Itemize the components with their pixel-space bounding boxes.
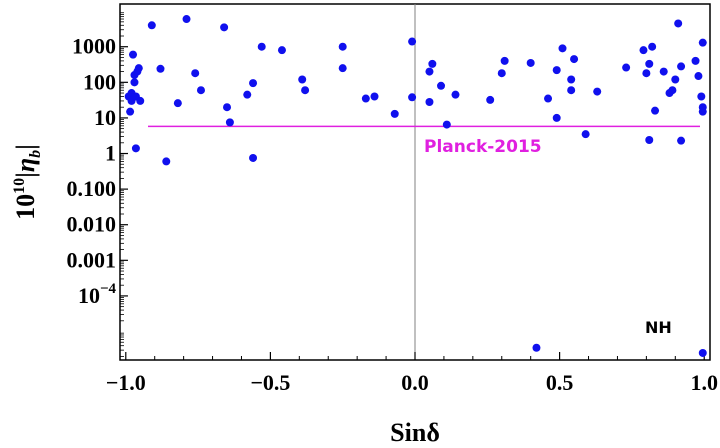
- data-point: [196, 86, 205, 95]
- data-point: [659, 67, 668, 76]
- y-axis-title-close: |: [11, 144, 40, 150]
- y-tick-label: 1: [105, 141, 116, 166]
- x-tick-label: 1.0: [690, 370, 718, 395]
- y-tick-sci-power: −4: [100, 281, 117, 297]
- data-point: [134, 64, 143, 73]
- data-point: [697, 92, 706, 101]
- data-point: [249, 153, 258, 162]
- y-tick-label-sci: 10−4: [78, 281, 117, 308]
- data-point: [671, 75, 680, 84]
- data-point: [425, 98, 434, 107]
- data-point: [451, 90, 460, 99]
- data-point: [130, 78, 139, 87]
- y-tick-label: 0.100: [67, 176, 117, 201]
- data-point: [425, 67, 434, 76]
- data-point: [173, 99, 182, 108]
- data-point: [437, 81, 446, 90]
- data-point: [648, 42, 657, 51]
- y-axis-title: 1010|ηb|: [11, 144, 44, 220]
- data-point: [243, 90, 252, 99]
- planck-label: Planck-2015: [424, 137, 542, 157]
- y-axis-title-exp: 10: [11, 178, 28, 194]
- data-point: [645, 135, 654, 144]
- data-point: [651, 106, 660, 115]
- data-point: [558, 44, 567, 53]
- data-point: [698, 107, 707, 116]
- data-point: [129, 50, 138, 59]
- data-point: [162, 157, 171, 166]
- data-points: [124, 15, 707, 357]
- y-axis-title-base: 10: [11, 194, 40, 220]
- data-point: [674, 19, 683, 28]
- data-point: [698, 38, 707, 47]
- data-point: [532, 343, 541, 352]
- data-point: [691, 56, 700, 65]
- data-point: [223, 103, 232, 112]
- data-point: [257, 42, 266, 51]
- data-point: [277, 46, 286, 55]
- data-point: [338, 42, 347, 51]
- data-point: [645, 59, 654, 68]
- data-point: [622, 63, 631, 72]
- data-point: [361, 94, 370, 103]
- data-point: [249, 79, 258, 88]
- x-tick-label: 0.5: [546, 370, 574, 395]
- data-point: [301, 86, 310, 95]
- data-point: [581, 130, 590, 139]
- data-point: [156, 64, 165, 73]
- data-point: [147, 21, 156, 30]
- data-point: [497, 69, 506, 78]
- y-axis-title-rest: |: [11, 172, 40, 178]
- data-point: [408, 93, 417, 102]
- y-tick-label: 1000: [72, 34, 116, 59]
- y-tick-label: 0.001: [67, 247, 117, 272]
- data-point: [442, 120, 451, 129]
- data-point: [220, 23, 229, 32]
- y-axis-title-sub: b: [27, 150, 44, 158]
- data-point: [642, 69, 651, 78]
- nh-label: NH: [645, 318, 672, 337]
- data-point: [338, 64, 347, 73]
- data-point: [639, 46, 648, 55]
- y-tick-label: 0.010: [67, 212, 117, 237]
- y-tick-label: 10: [94, 105, 116, 130]
- data-point: [225, 118, 234, 127]
- data-point: [552, 66, 561, 75]
- data-point: [698, 348, 707, 357]
- x-ticks: −1.0 −0.5 0.0 0.5 1.0: [106, 352, 718, 395]
- data-point: [593, 87, 602, 96]
- data-point: [694, 72, 703, 81]
- data-point: [136, 96, 145, 105]
- y-tick-sci-base: 10: [78, 283, 100, 308]
- data-point: [182, 15, 191, 24]
- x-tick-label: −1.0: [106, 370, 146, 395]
- x-tick-label: 0.0: [401, 370, 429, 395]
- data-point: [570, 55, 579, 64]
- data-point: [428, 59, 437, 68]
- y-axis-title-eta: η: [11, 158, 40, 172]
- data-point: [677, 62, 686, 71]
- data-point: [298, 75, 307, 84]
- data-point: [486, 95, 495, 104]
- data-point: [370, 92, 379, 101]
- data-point: [126, 107, 135, 116]
- x-axis-title: Sinδ: [390, 418, 440, 447]
- y-tick-label: 100: [83, 69, 116, 94]
- data-point: [390, 109, 399, 118]
- data-point: [668, 86, 677, 95]
- data-point: [567, 75, 576, 84]
- data-point: [526, 58, 535, 67]
- data-point: [131, 144, 140, 153]
- x-tick-label: −0.5: [250, 370, 290, 395]
- data-point: [408, 37, 417, 46]
- data-point: [552, 113, 561, 122]
- data-point: [677, 136, 686, 145]
- data-point: [191, 69, 200, 78]
- data-point: [567, 86, 576, 95]
- data-point: [544, 94, 553, 103]
- data-point: [500, 56, 509, 65]
